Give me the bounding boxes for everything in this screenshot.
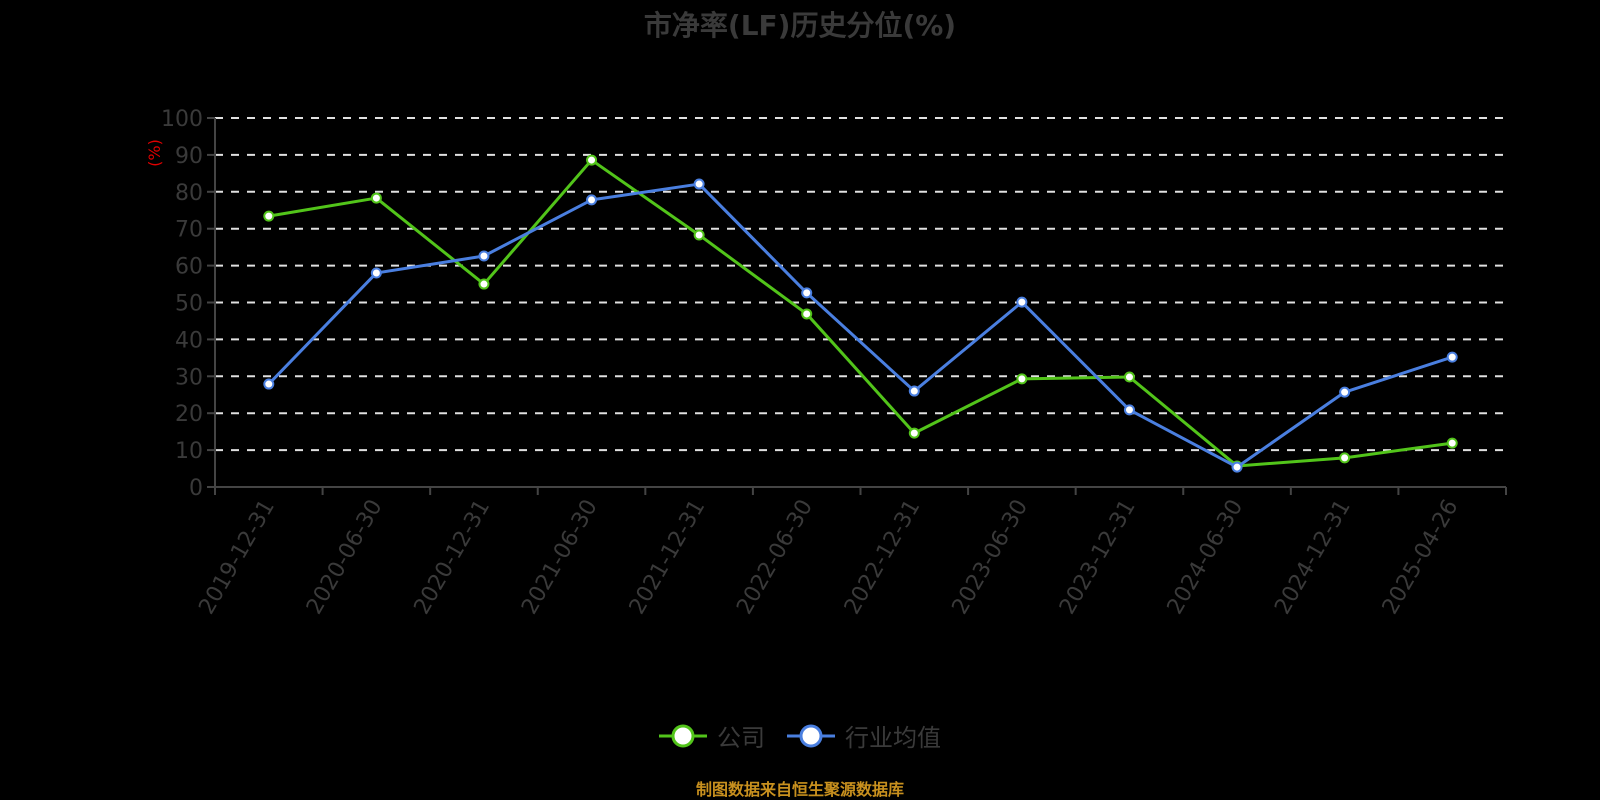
legend-marker-industry-icon [787, 724, 835, 747]
data-point[interactable] [1123, 371, 1135, 383]
x-tick-label: 2023-12-31 [1055, 496, 1141, 619]
x-tick-label: 2019-12-31 [194, 496, 280, 619]
legend: 公司 行业均值 [0, 718, 1600, 753]
data-point[interactable] [801, 287, 813, 299]
x-tick-label: 2022-06-30 [732, 496, 818, 619]
line-chart: 0 10 20 30 40 50 60 70 80 90 100 (%) 2019-12-31 2020-… [145, 107, 1507, 619]
data-point[interactable] [908, 385, 920, 397]
x-tick-label: 2022-12-31 [840, 496, 926, 619]
data-point[interactable] [1339, 452, 1351, 464]
y-axis-unit-label: (%) [145, 139, 164, 167]
legend-marker-company-icon [659, 724, 707, 747]
y-tick-label: 40 [175, 328, 203, 353]
x-tick-label: 2020-12-31 [410, 496, 496, 619]
legend-item-company[interactable]: 公司 [659, 718, 765, 753]
data-point[interactable] [908, 427, 920, 439]
data-point[interactable] [1016, 296, 1028, 308]
series-industry [263, 178, 1458, 473]
x-tick-label: 2021-12-31 [625, 496, 711, 619]
data-point[interactable] [693, 178, 705, 190]
y-tick-label: 100 [161, 107, 203, 132]
y-tick-label: 10 [175, 439, 203, 464]
x-tick-label: 2021-06-30 [517, 496, 603, 619]
data-point[interactable] [1123, 404, 1135, 416]
data-point[interactable] [478, 278, 490, 290]
data-point[interactable] [1339, 386, 1351, 398]
data-point[interactable] [478, 250, 490, 262]
data-point[interactable] [586, 154, 598, 166]
y-tick-label: 60 [175, 255, 203, 280]
data-point[interactable] [1016, 373, 1028, 385]
y-tick-label: 30 [175, 365, 203, 390]
chart-title: 市净率(LF)历史分位(%) [643, 9, 957, 42]
data-point[interactable] [263, 210, 275, 222]
data-point[interactable] [1446, 351, 1458, 363]
series-company [263, 154, 1458, 472]
legend-label-industry: 行业均值 [845, 724, 941, 752]
grid-lines [215, 117, 1506, 452]
data-point[interactable] [263, 378, 275, 390]
legend-label-company: 公司 [717, 724, 765, 752]
y-tick-label: 20 [175, 402, 203, 427]
y-tick-label: 50 [175, 292, 203, 317]
legend-item-industry[interactable]: 行业均值 [787, 718, 941, 753]
y-tick-label: 70 [175, 218, 203, 243]
y-axis: 0 10 20 30 40 50 60 70 80 90 100 (%) [145, 107, 216, 501]
data-source-note: 制图数据来自恒生聚源数据库 [695, 780, 904, 799]
data-point[interactable] [1446, 437, 1458, 449]
data-point[interactable] [1231, 461, 1243, 473]
x-tick-label: 2023-06-30 [947, 496, 1033, 619]
x-axis: 2019-12-31 2020-06-30 2020-12-31 2021-06-30… [194, 486, 1507, 619]
x-tick-label: 2024-06-30 [1163, 496, 1249, 619]
data-point[interactable] [801, 308, 813, 320]
x-tick-label: 2025-04-26 [1378, 496, 1464, 619]
data-point[interactable] [370, 267, 382, 279]
y-tick-label: 0 [189, 476, 203, 501]
data-point[interactable] [586, 194, 598, 206]
x-tick-label: 2024-12-31 [1270, 496, 1356, 619]
data-point[interactable] [693, 229, 705, 241]
x-tick-label: 2020-06-30 [302, 496, 388, 619]
y-tick-label: 90 [175, 144, 203, 169]
data-point[interactable] [370, 192, 382, 204]
y-tick-label: 80 [175, 181, 203, 206]
